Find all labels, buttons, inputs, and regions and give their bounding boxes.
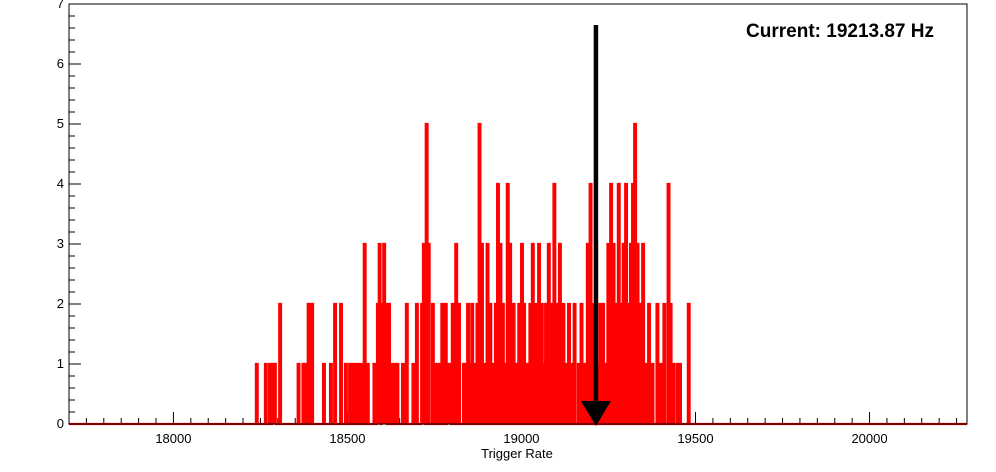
y-tick-label: 3: [57, 236, 64, 251]
y-tick-label: 1: [57, 356, 64, 371]
current-rate-label: Current: 19213.87 Hz: [746, 21, 934, 42]
current-rate-arrow-head: [580, 401, 611, 426]
x-tick-label: 18500: [329, 431, 365, 446]
x-tick-label: 20000: [851, 431, 887, 446]
x-tick-label: 19000: [503, 431, 539, 446]
y-tick-label: 7: [57, 0, 64, 11]
y-tick-label: 2: [57, 296, 64, 311]
plot-frame: [68, 3, 968, 425]
x-axis-title: Trigger Rate: [481, 446, 553, 461]
y-tick-label: 6: [57, 56, 64, 71]
y-tick-label: 5: [57, 116, 64, 131]
current-rate-marker: [580, 25, 611, 426]
x-tick-label: 18000: [155, 431, 191, 446]
x-tick-label: 19500: [677, 431, 713, 446]
y-tick-label: 4: [57, 176, 64, 191]
y-tick-label: 0: [57, 416, 64, 431]
